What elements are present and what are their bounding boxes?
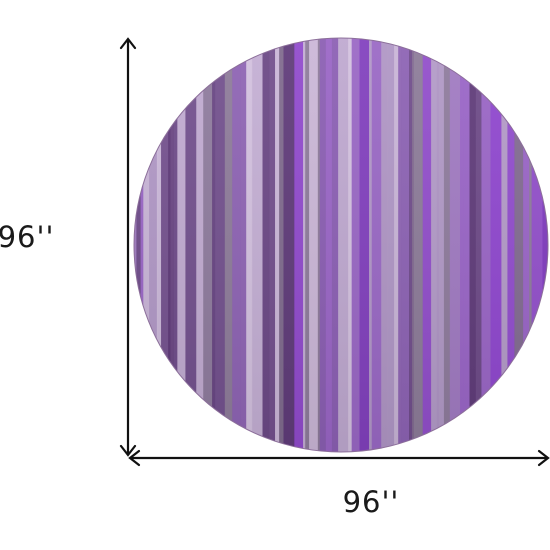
rug-edge	[133, 37, 549, 453]
width-label: 96''	[343, 485, 400, 519]
height-arrow	[119, 37, 137, 457]
width-arrow	[128, 449, 550, 467]
height-label: 96''	[0, 220, 54, 254]
